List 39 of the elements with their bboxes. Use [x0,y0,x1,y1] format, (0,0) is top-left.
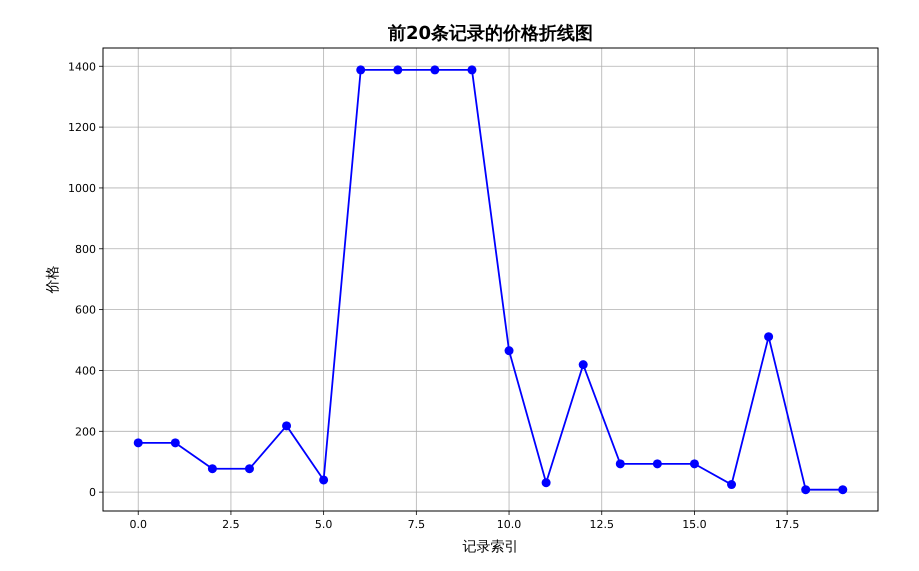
point [134,438,143,448]
point [801,485,810,494]
y-tick-label: 1200 [68,121,96,134]
x-tick-label: 17.5 [774,518,800,531]
point [652,459,662,468]
y-tick-label: 1000 [68,182,96,195]
point [430,65,440,74]
x-tick-label: 0.0 [129,518,147,531]
x-tick-label: 12.5 [589,518,614,531]
point [764,332,774,342]
point [542,478,551,488]
y-tick-label: 600 [75,304,96,317]
x-axis-title: 记录索引 [462,539,518,555]
x-tick-label: 5.0 [314,518,332,531]
point [244,464,254,474]
y-tick-label: 400 [75,364,96,378]
y-tick-label: 0 [89,486,96,500]
y-tick-label: 200 [75,425,96,438]
point [467,65,476,74]
point [208,464,217,474]
point [282,421,292,430]
point [504,346,514,356]
x-tick-label: 10.0 [496,518,522,531]
y-axis-title: 价格 [45,266,61,294]
point [838,485,848,494]
point [616,459,625,468]
point [170,438,180,448]
point [393,65,402,74]
x-tick-label: 2.5 [222,518,240,531]
point [690,459,699,468]
point [578,360,588,370]
point [356,65,366,74]
y-tick-label: 800 [75,242,96,256]
x-tick-label: 15.0 [682,518,707,531]
chart-title: 前20条记录的价格折线图 [386,23,594,44]
y-tick-label: 1400 [68,60,96,74]
point [727,480,736,490]
x-tick-label: 7.5 [408,518,426,531]
point [319,475,328,484]
